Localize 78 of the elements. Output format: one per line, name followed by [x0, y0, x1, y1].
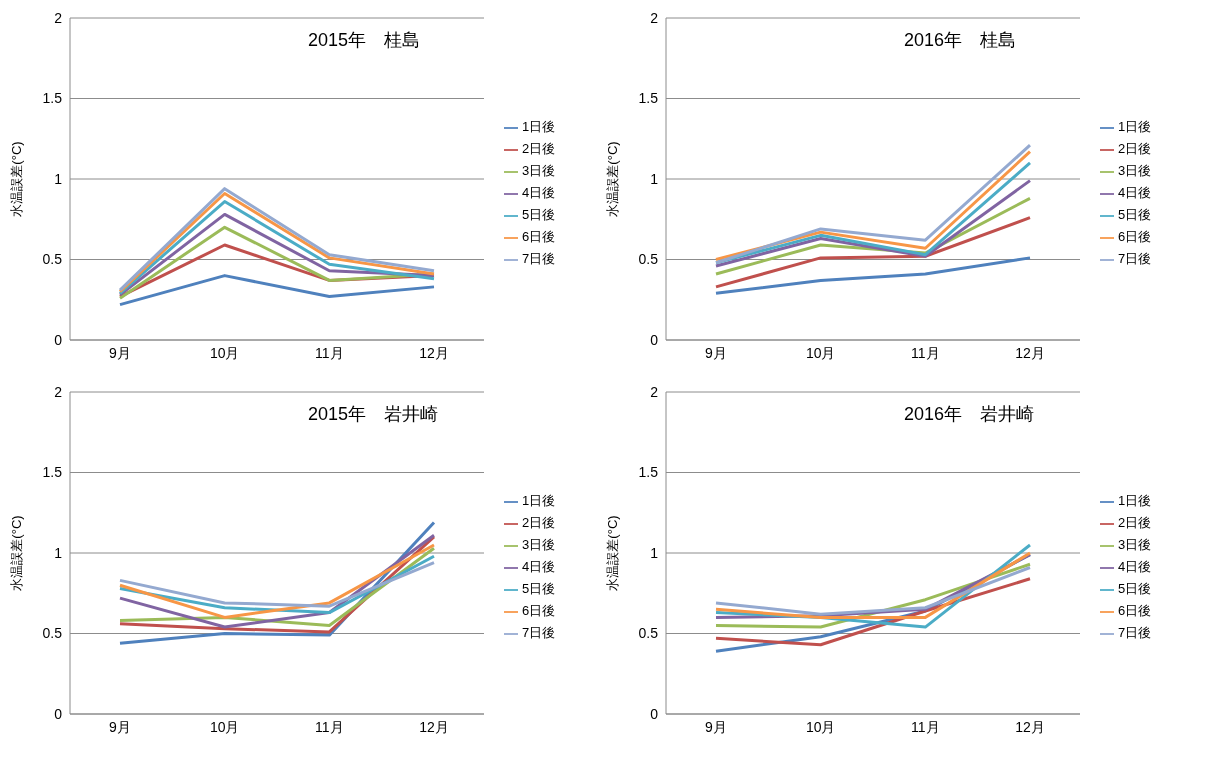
y-axis-title: 水温誤差(°C)	[8, 141, 24, 217]
text: 2015年 岩井崎	[308, 403, 439, 426]
legend-label: 3日後	[1118, 163, 1152, 178]
y-tick-label: 0.5	[638, 251, 659, 268]
line-series	[714, 565, 1032, 616]
y-tick-label: 1.5	[638, 464, 659, 481]
legend-label: 4日後	[522, 559, 556, 574]
x-tick-label: 9月	[109, 344, 131, 361]
legend-label: 5日後	[1118, 581, 1152, 596]
x-tick-label: 10月	[209, 718, 240, 735]
x-tick-label: 12月	[419, 718, 449, 735]
text: 2016年 桂島	[904, 29, 1017, 52]
y-axis-title: 水温誤差(°C)	[8, 515, 24, 591]
x-tick-label: 10月	[805, 718, 836, 735]
x-tick-label: 11月	[315, 344, 344, 361]
legend-label: 2日後	[1118, 515, 1152, 530]
x-tick-label: 9月	[705, 718, 727, 735]
text: 2015年 桂島	[308, 29, 421, 52]
legend-label: 6日後	[1118, 603, 1152, 618]
legend-label: 3日後	[1118, 537, 1152, 552]
legend-label: 6日後	[522, 603, 556, 618]
y-axis-title: 水温誤差(°C)	[604, 515, 620, 591]
line-series	[118, 274, 436, 307]
text: 2016年 岩井崎	[904, 403, 1035, 426]
x-tick-label: 11月	[315, 718, 344, 735]
line-series	[118, 561, 436, 608]
legend-label: 6日後	[522, 229, 556, 244]
legend-label: 2日後	[522, 141, 556, 156]
legend-label: 7日後	[1118, 625, 1152, 640]
x-tick-label: 10月	[209, 344, 240, 361]
y-tick-label: 2	[650, 383, 659, 400]
y-tick-label: 0	[650, 331, 659, 348]
y-tick-label: 0	[650, 705, 659, 722]
legend-label: 5日後	[1118, 207, 1152, 222]
legend-label: 7日後	[522, 625, 556, 640]
y-tick-label: 0.5	[42, 625, 63, 642]
y-tick-label: 2	[54, 9, 63, 26]
x-tick-label: 10月	[805, 344, 836, 361]
y-tick-label: 2	[650, 9, 659, 26]
legend-label: 3日後	[522, 163, 556, 178]
legend-label: 6日後	[1118, 229, 1152, 244]
y-tick-label: 0	[54, 705, 63, 722]
y-tick-label: 0	[54, 331, 63, 348]
y-tick-label: 2	[54, 383, 63, 400]
line-series	[714, 256, 1032, 295]
y-tick-label: 1	[54, 170, 63, 187]
x-tick-label: 9月	[109, 718, 131, 735]
legend-label: 7日後	[1118, 251, 1152, 266]
y-tick-label: 1	[650, 544, 659, 561]
legend-label: 4日後	[1118, 559, 1152, 574]
y-tick-label: 1.5	[42, 464, 63, 481]
y-tick-label: 0.5	[638, 625, 659, 642]
legend-label: 4日後	[1118, 185, 1152, 200]
legend-label: 4日後	[522, 185, 556, 200]
legend-label: 2日後	[1118, 141, 1152, 156]
x-tick-label: 9月	[705, 344, 727, 361]
x-tick-label: 12月	[419, 344, 449, 361]
legend-label: 1日後	[522, 493, 556, 508]
y-tick-label: 1	[54, 544, 63, 561]
y-tick-label: 1.5	[42, 90, 63, 107]
line-series	[714, 179, 1032, 268]
legend-label: 2日後	[522, 515, 556, 530]
x-tick-label: 12月	[1015, 344, 1045, 361]
y-axis-title: 水温誤差(°C)	[604, 141, 620, 217]
legend-label: 5日後	[522, 581, 556, 596]
legend-label: 1日後	[522, 119, 556, 134]
x-tick-label: 12月	[1015, 718, 1045, 735]
x-tick-label: 11月	[911, 344, 940, 361]
legend-label: 3日後	[522, 537, 556, 552]
y-tick-label: 1.5	[638, 90, 659, 107]
legend-label: 1日後	[1118, 493, 1152, 508]
line-series	[714, 216, 1032, 289]
x-tick-label: 11月	[911, 718, 940, 735]
y-tick-label: 0.5	[42, 251, 63, 268]
legend-label: 7日後	[522, 251, 556, 266]
legend-label: 1日後	[1118, 119, 1152, 134]
y-tick-label: 1	[650, 170, 659, 187]
legend-label: 5日後	[522, 207, 556, 222]
